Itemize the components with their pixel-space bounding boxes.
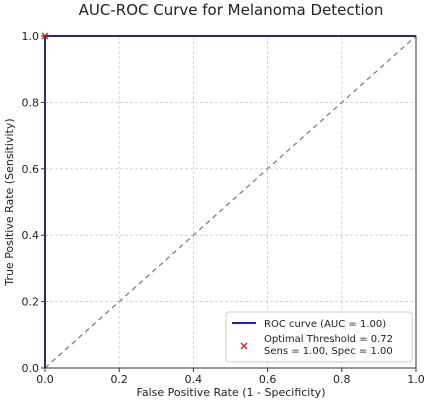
x-tick-label: 0.4 — [185, 373, 203, 386]
y-tick-label: 0.0 — [22, 362, 40, 375]
axis-ticks: 0.0 0.2 0.4 0.6 0.8 1.0 0.0 0.2 0.4 0.6 0.8 1.0 — [22, 30, 425, 386]
y-tick-label: 0.8 — [22, 96, 40, 109]
x-tick-label: 0.6 — [259, 373, 277, 386]
chance-diagonal-line — [44, 35, 417, 369]
x-tick-label: 0.8 — [333, 373, 351, 386]
legend: ROC curve (AUC = 1.00) Optimal Threshold … — [225, 311, 413, 363]
legend-label-threshold-detail: Sens = 1.00, Spec = 1.00 — [264, 346, 393, 357]
legend-label-roc: ROC curve (AUC = 1.00) — [264, 319, 386, 330]
y-tick-label: 1.0 — [22, 30, 40, 43]
y-tick-label: 0.6 — [22, 163, 40, 176]
plot-frame — [44, 35, 417, 369]
x-tick-label: 1.0 — [407, 373, 425, 386]
chart-title: AUC-ROC Curve for Melanoma Detection — [79, 1, 384, 19]
legend-box — [225, 311, 413, 363]
legend-label-threshold: Optimal Threshold = 0.72 — [264, 334, 393, 345]
x-axis-label: False Positive Rate (1 - Specificity) — [137, 386, 326, 399]
y-tick-label: 0.4 — [22, 229, 40, 242]
y-tick-label: 0.2 — [22, 296, 40, 309]
y-axis-label: True Positive Rate (Sensitivity) — [3, 118, 16, 286]
x-tick-label: 0.0 — [36, 373, 54, 386]
x-tick-label: 0.2 — [110, 373, 128, 386]
legend-marker-threshold — [240, 342, 248, 350]
